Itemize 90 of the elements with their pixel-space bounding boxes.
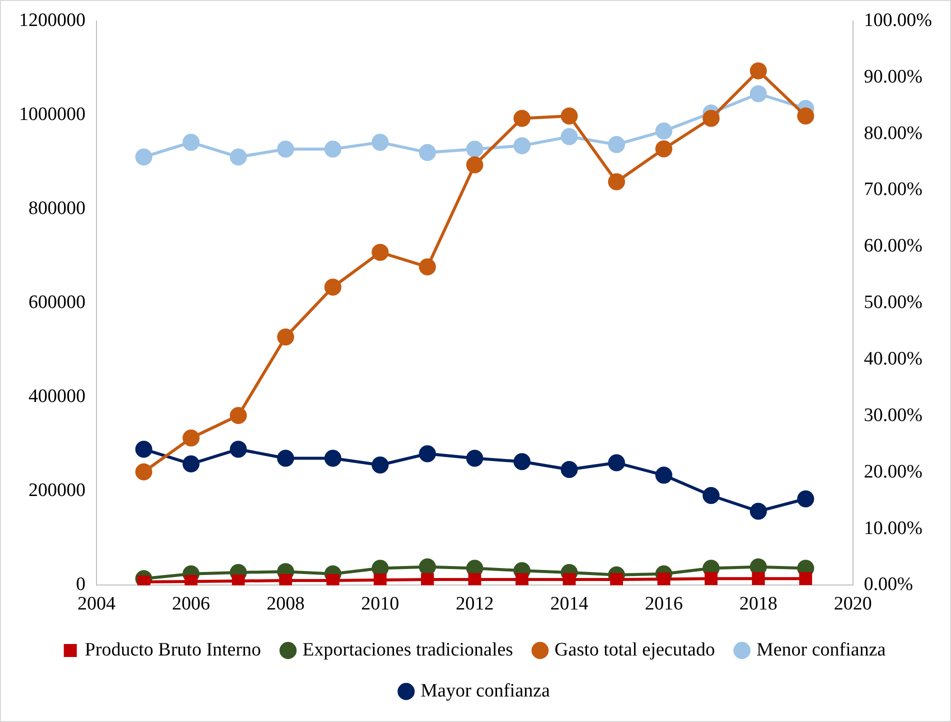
x-tick-label: 2014 — [550, 594, 589, 615]
y2-tick-label: 50.00% — [864, 292, 923, 314]
x-tick-label: 2016 — [644, 594, 683, 615]
point — [230, 406, 247, 424]
point — [279, 574, 292, 586]
point — [232, 574, 245, 586]
point — [608, 136, 626, 154]
point — [277, 140, 294, 158]
y-tick-label: 1200000 — [19, 10, 86, 31]
point — [135, 148, 152, 166]
x-tick-label: 2012 — [456, 594, 494, 615]
point — [135, 440, 152, 458]
point — [560, 107, 578, 124]
point — [799, 572, 812, 586]
point — [277, 450, 294, 467]
point — [702, 110, 720, 127]
y2-tick-label: 30.00% — [864, 404, 923, 426]
point — [182, 134, 200, 151]
point — [702, 486, 720, 504]
point — [608, 454, 626, 472]
point — [797, 107, 814, 124]
y2-tick-label: 0.00% — [864, 574, 914, 596]
x-tick-label: 2008 — [266, 594, 305, 615]
point — [466, 140, 484, 158]
y2-tick-label: 10.00% — [864, 518, 923, 539]
y-tick-label: 800000 — [28, 198, 86, 220]
point — [418, 445, 436, 462]
point — [610, 573, 623, 586]
point — [230, 148, 247, 166]
y-tick-label: 1000000 — [19, 104, 86, 126]
legend-label: Gasto total ejecutado — [554, 639, 715, 660]
point — [374, 574, 387, 586]
point — [418, 258, 436, 276]
point — [560, 128, 578, 146]
x-tick-label: 2018 — [739, 594, 778, 615]
point — [466, 450, 484, 467]
point — [372, 134, 389, 151]
legend-label: Mayor confianza — [420, 680, 550, 702]
point — [513, 137, 530, 154]
point — [750, 502, 767, 520]
y2-tick-label: 40.00% — [864, 348, 923, 370]
point — [182, 430, 200, 447]
point — [560, 461, 578, 478]
point — [324, 278, 342, 296]
point — [513, 110, 530, 127]
point — [655, 140, 672, 158]
y-tick-label: 400000 — [28, 386, 86, 408]
point — [562, 573, 576, 586]
point — [182, 455, 200, 472]
point — [750, 62, 767, 80]
y2-tick-label: 100.00% — [864, 10, 932, 31]
point — [750, 85, 767, 102]
point — [277, 328, 294, 346]
y-tick-label: 200000 — [28, 480, 86, 502]
y2-tick-label: 70.00% — [864, 179, 923, 200]
point — [655, 122, 672, 140]
point — [372, 456, 389, 474]
y2-tick-label: 60.00% — [864, 236, 923, 257]
point — [418, 558, 436, 576]
point — [420, 573, 434, 586]
x-tick-label: 2020 — [834, 594, 872, 615]
point — [372, 244, 389, 261]
y2-tick-label: 90.00% — [864, 66, 923, 88]
point — [230, 440, 247, 458]
point — [797, 490, 814, 508]
x-tick-label: 2004 — [78, 594, 116, 615]
point — [704, 572, 718, 586]
legend-label: Exportaciones tradicionales — [302, 639, 514, 660]
y2-tick-label: 20.00% — [864, 461, 923, 482]
point — [655, 466, 672, 484]
point — [324, 140, 342, 158]
point — [466, 156, 484, 174]
point — [608, 173, 626, 190]
point — [657, 572, 670, 586]
y-tick-label: 600000 — [28, 292, 86, 314]
point — [468, 573, 482, 586]
y2-tick-label: 80.00% — [864, 122, 923, 144]
y-tick-label: 0 — [76, 574, 86, 596]
point — [752, 572, 765, 586]
point — [516, 573, 528, 586]
legend-label: Producto Bruto Interno — [84, 639, 262, 660]
x-tick-label: 2010 — [361, 594, 400, 615]
point — [326, 574, 340, 586]
point — [513, 453, 530, 470]
legend-label: Menor confianza — [756, 639, 886, 660]
point — [184, 574, 198, 586]
point — [324, 450, 342, 467]
point — [135, 463, 152, 480]
x-tick-label: 2006 — [172, 594, 210, 615]
point — [418, 144, 436, 161]
